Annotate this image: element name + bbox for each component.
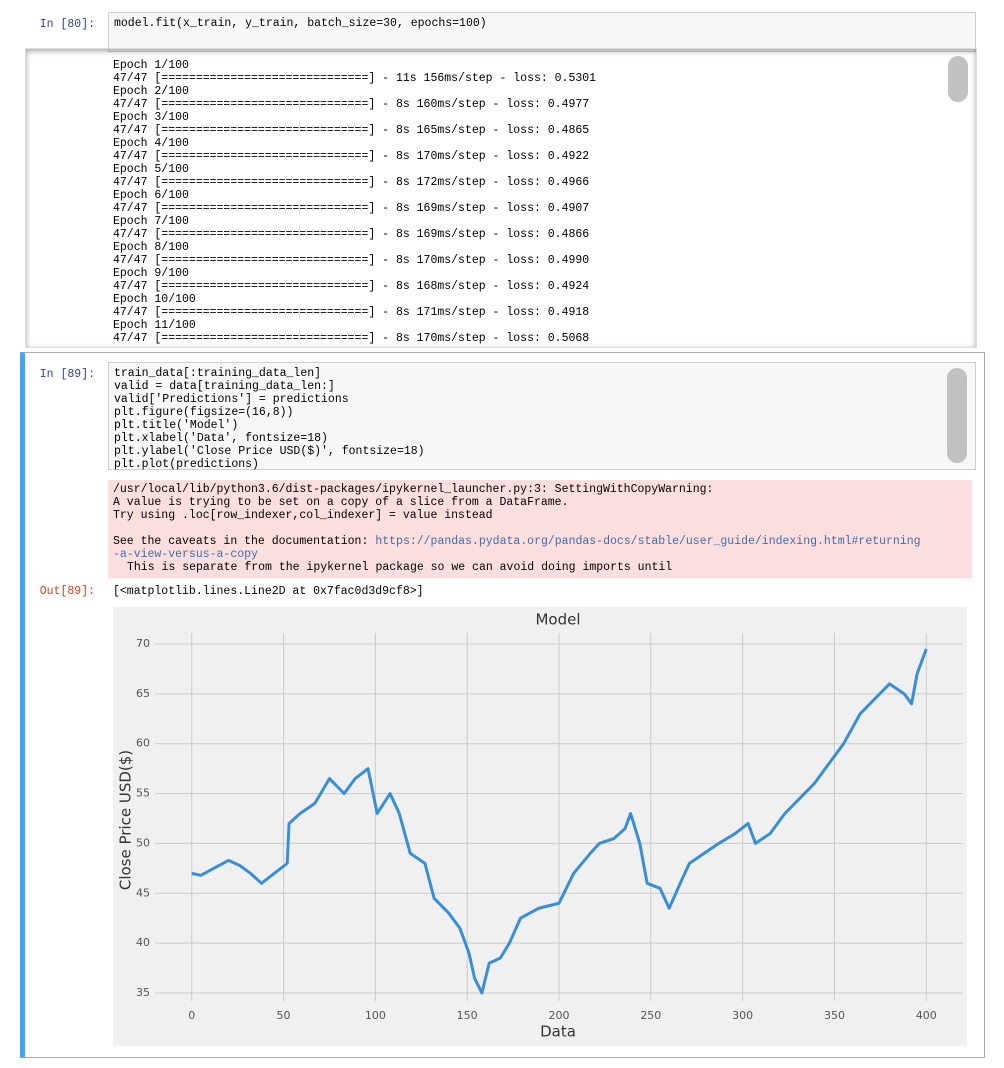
scrollbar[interactable] (948, 56, 968, 102)
selected-cell[interactable] (20, 352, 985, 1058)
stderr-line: /usr/local/lib/python3.6/dist-packages/i… (113, 483, 714, 496)
output-area[interactable]: Epoch 1/100 47/47 [======================… (25, 48, 977, 348)
output-line: Epoch 6/100 (113, 189, 189, 202)
code-line: valid['Predictions'] = predictions (114, 393, 349, 406)
output-prompt: Out[89]: (39, 585, 95, 598)
y-tick-label: 60 (136, 737, 150, 750)
output-line: 47/47 [==============================] -… (113, 98, 590, 111)
output-line: 47/47 [==============================] -… (113, 254, 590, 267)
input-prompt: In [89]: (39, 368, 95, 381)
output-line: 47/47 [==============================] -… (113, 202, 590, 215)
code-input[interactable]: train_data[:training_data_len] valid = da… (108, 362, 976, 471)
blank-line (113, 522, 921, 535)
y-axis-label: Close Price USD($) (117, 750, 135, 890)
y-tick-label: 35 (136, 986, 150, 999)
x-axis-label: Data (540, 1023, 576, 1041)
doc-link[interactable]: -a-view-versus-a-copy (113, 548, 258, 561)
code-line: valid = data[training_data_len:] (114, 380, 335, 393)
code-line: plt.plot(predictions) (114, 458, 259, 471)
x-tick-label: 150 (457, 1009, 478, 1022)
x-tick-label: 200 (549, 1009, 570, 1022)
output-line: Epoch 5/100 (113, 163, 189, 176)
y-tick-label: 40 (136, 936, 150, 949)
output-line: Epoch 10/100 (113, 293, 196, 306)
scrollbar[interactable] (947, 368, 967, 463)
stderr-output: /usr/local/lib/python3.6/dist-packages/i… (108, 480, 972, 578)
code-line: model.fit(x_train, y_train, batch_size=3… (114, 17, 487, 30)
output-line: 47/47 [==============================] -… (113, 176, 590, 189)
output-line: 47/47 [==============================] -… (113, 332, 590, 345)
x-tick-label: 400 (916, 1009, 937, 1022)
y-tick-label: 45 (136, 886, 150, 899)
doc-link[interactable]: https://pandas.pydata.org/pandas-docs/st… (375, 535, 921, 548)
code-line: plt.xlabel('Data', fontsize=18) (114, 432, 328, 445)
output-line: 47/47 [==============================] -… (113, 72, 597, 85)
x-tick-label: 100 (365, 1009, 386, 1022)
x-tick-label: 250 (640, 1009, 661, 1022)
stderr-line: See the caveats in the documentation: htt… (113, 535, 921, 548)
output-line: 47/47 [==============================] -… (113, 150, 590, 163)
code-line: train_data[:training_data_len] (114, 367, 322, 380)
output-line: 47/47 [==============================] -… (113, 124, 590, 137)
output-line: Epoch 3/100 (113, 111, 189, 124)
output-line: Epoch 1/100 (113, 59, 189, 72)
x-tick-label: 350 (824, 1009, 845, 1022)
y-tick-label: 50 (136, 836, 150, 849)
code-line: plt.title('Model') (114, 419, 239, 432)
x-tick-label: 300 (732, 1009, 753, 1022)
output-line: 47/47 [==============================] -… (113, 306, 590, 319)
chart: Model Data Close Price USD($) 35 40 45 50 55… (113, 607, 967, 1046)
caveat-text: See the caveats in the documentation: (113, 535, 369, 548)
output-line: Epoch 2/100 (113, 85, 189, 98)
y-tick-label: 70 (136, 637, 150, 650)
code-line: plt.ylabel('Close Price USD($)', fontsiz… (114, 445, 425, 458)
output-line: Epoch 11/100 (113, 319, 196, 332)
y-tick-label: 65 (136, 687, 150, 700)
output-line: 47/47 [==============================] -… (113, 280, 590, 293)
code-line: plt.figure(figsize=(16,8)) (114, 406, 294, 419)
x-tick-label: 0 (188, 1009, 195, 1022)
output-line: Epoch 7/100 (113, 215, 189, 228)
chart-title: Model (535, 611, 580, 629)
output-line: Epoch 9/100 (113, 267, 189, 280)
x-tick-label: 50 (277, 1009, 291, 1022)
y-tick-label: 55 (136, 787, 150, 800)
output-line: Epoch 8/100 (113, 241, 189, 254)
data-line (191, 648, 928, 995)
output-line: Epoch 4/100 (113, 137, 189, 150)
input-prompt: In [80]: (39, 18, 95, 31)
output-text: [<matplotlib.lines.Line2D at 0x7fac0d3d9… (113, 585, 424, 598)
stderr-line: A value is trying to be set on a copy of… (113, 496, 569, 509)
stderr-line: This is separate from the ipykernel pack… (127, 561, 673, 574)
output-line: 47/47 [==============================] -… (113, 228, 590, 241)
stderr-line: Try using .loc[row_indexer,col_indexer] … (113, 509, 493, 522)
code-input[interactable]: model.fit(x_train, y_train, batch_size=3… (108, 12, 976, 52)
